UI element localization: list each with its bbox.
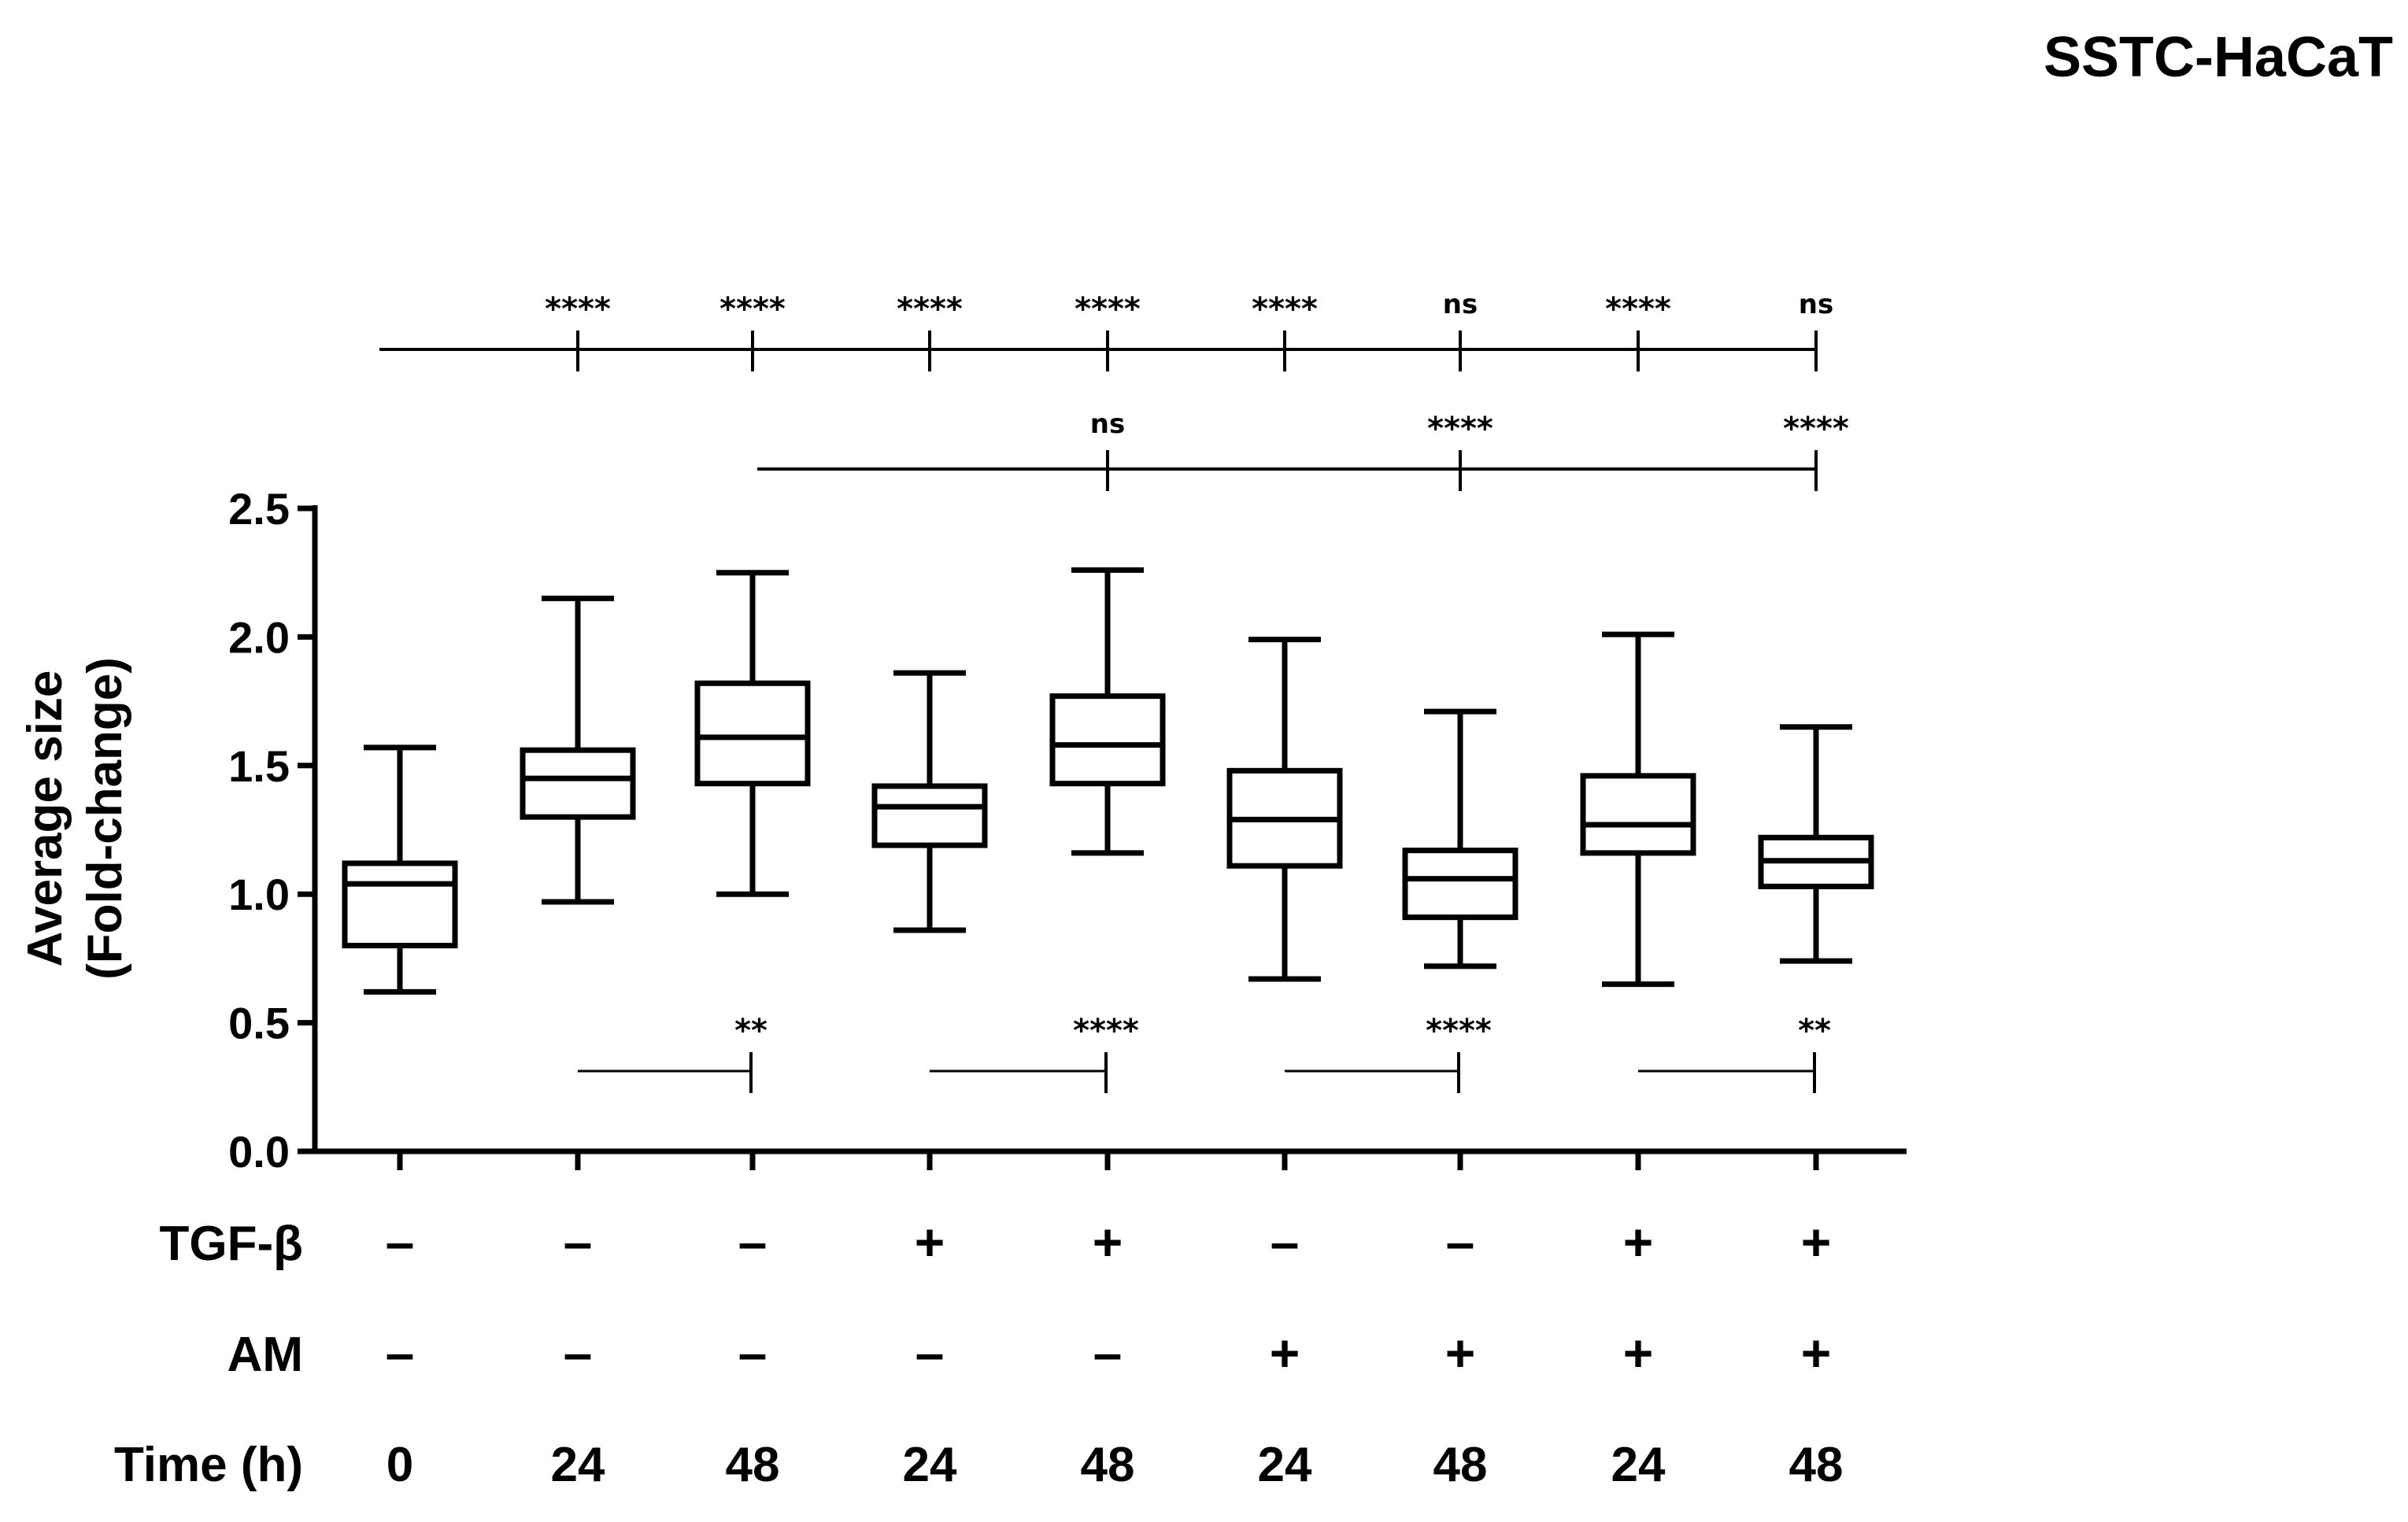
row-tgf-value: – bbox=[564, 1213, 593, 1271]
y-tick-label: 2.5 bbox=[228, 484, 290, 534]
sig-row1-mark: **** bbox=[719, 291, 786, 327]
box-iqr bbox=[694, 680, 811, 787]
row-am-value: + bbox=[1270, 1324, 1300, 1382]
box-group-5 bbox=[1226, 637, 1343, 982]
y-axis-label-line-1: Average size bbox=[18, 670, 72, 967]
row-am-value: – bbox=[564, 1324, 593, 1382]
condition-rows: TGF-β – – – + + – – + + AM – – – – – + + + + Time (h) 0 24 48 24… bbox=[114, 1213, 1843, 1492]
sig-row2-mark: **** bbox=[1427, 411, 1493, 447]
row-time-value: 0 bbox=[387, 1438, 413, 1492]
box-iqr bbox=[520, 747, 636, 820]
row-tgf-value: + bbox=[1093, 1213, 1123, 1271]
sig-row1-mark: **** bbox=[897, 291, 963, 327]
sig-row2-mark: ns bbox=[1090, 408, 1125, 440]
y-axis-label: Average size (Fold-change) bbox=[18, 657, 132, 980]
sig-row2-mark: **** bbox=[1783, 411, 1849, 447]
row-am-value: – bbox=[738, 1324, 768, 1382]
sig-pair-mark: **** bbox=[1073, 1013, 1139, 1049]
row-time-value: 48 bbox=[1789, 1438, 1844, 1492]
y-tick-label: 1.5 bbox=[228, 741, 290, 791]
row-tgf-value: – bbox=[738, 1213, 768, 1271]
row-time-value: 24 bbox=[551, 1438, 605, 1492]
box-group-2 bbox=[694, 570, 811, 897]
row-time: Time (h) 0 24 48 24 48 24 48 24 48 bbox=[114, 1438, 1843, 1492]
box-iqr bbox=[871, 783, 988, 848]
box-group-3 bbox=[871, 670, 988, 933]
row-am: AM – – – – – + + + + bbox=[227, 1324, 1832, 1382]
sig-pair: **** bbox=[1285, 1013, 1492, 1093]
box-group-7 bbox=[1580, 631, 1696, 988]
row-time-label: Time (h) bbox=[114, 1438, 303, 1492]
sig-pair: ** bbox=[578, 1013, 768, 1093]
y-axis-label-line-2: (Fold-change) bbox=[78, 657, 132, 980]
row-time-value: 24 bbox=[1258, 1438, 1312, 1492]
sig-row1-mark: ns bbox=[1799, 289, 1833, 320]
box-group-4 bbox=[1049, 567, 1166, 856]
sig-pair: **** bbox=[930, 1013, 1139, 1093]
row-tgf-value: + bbox=[1623, 1213, 1654, 1271]
row-tgf-value: – bbox=[1446, 1213, 1475, 1271]
row-am-value: + bbox=[1445, 1324, 1476, 1382]
box-iqr bbox=[1402, 848, 1518, 921]
y-tick-label: 0.0 bbox=[228, 1127, 290, 1177]
row-am-value: – bbox=[915, 1324, 945, 1382]
box-iqr bbox=[1580, 773, 1696, 856]
row-am-value: – bbox=[386, 1324, 415, 1382]
row-time-value: 48 bbox=[1081, 1438, 1135, 1492]
row-am-value: + bbox=[1623, 1324, 1654, 1382]
sig-pair: ** bbox=[1638, 1013, 1831, 1093]
row-tgf: TGF-β – – – + + – – + + bbox=[160, 1213, 1832, 1271]
box-group-6 bbox=[1402, 708, 1518, 970]
row-am-value: – bbox=[1093, 1324, 1123, 1382]
sig-row1-mark: **** bbox=[545, 291, 611, 327]
row-tgf-value: – bbox=[386, 1213, 415, 1271]
row-am-value: + bbox=[1801, 1324, 1832, 1382]
row-time-value: 24 bbox=[903, 1438, 957, 1492]
row-time-value: 24 bbox=[1611, 1438, 1666, 1492]
box-group-0 bbox=[342, 744, 458, 995]
box-iqr bbox=[342, 860, 458, 949]
sig-row1-mark: ns bbox=[1443, 289, 1478, 320]
sig-row1-mark: **** bbox=[1252, 291, 1318, 327]
sig-row1-mark: **** bbox=[1605, 291, 1671, 327]
axes: 0.0 0.5 1.0 1.5 2.0 2.5 bbox=[228, 484, 1907, 1177]
y-tick-label: 1.0 bbox=[228, 870, 290, 919]
row-tgf-value: + bbox=[915, 1213, 945, 1271]
sig-pair-mark: ** bbox=[1798, 1013, 1831, 1049]
y-tick-label: 0.5 bbox=[228, 999, 290, 1048]
y-tick-label: 2.0 bbox=[228, 612, 290, 662]
sig-pair-mark: **** bbox=[1426, 1013, 1492, 1049]
box-group-1 bbox=[520, 595, 636, 905]
sig-pair-mark: ** bbox=[734, 1013, 768, 1049]
box-iqr bbox=[1049, 693, 1166, 787]
row-tgf-value: + bbox=[1801, 1213, 1832, 1271]
row-am-label: AM bbox=[227, 1328, 303, 1382]
chart-title: SSTC-HaCaT bbox=[2044, 26, 2393, 89]
row-tgf-label: TGF-β bbox=[160, 1217, 303, 1271]
box-group-8 bbox=[1758, 724, 1874, 964]
row-time-value: 48 bbox=[726, 1438, 780, 1492]
boxes bbox=[342, 567, 1874, 995]
row-tgf-value: – bbox=[1271, 1213, 1300, 1271]
row-time-value: 48 bbox=[1433, 1438, 1488, 1492]
sig-row1-mark: **** bbox=[1075, 291, 1141, 327]
